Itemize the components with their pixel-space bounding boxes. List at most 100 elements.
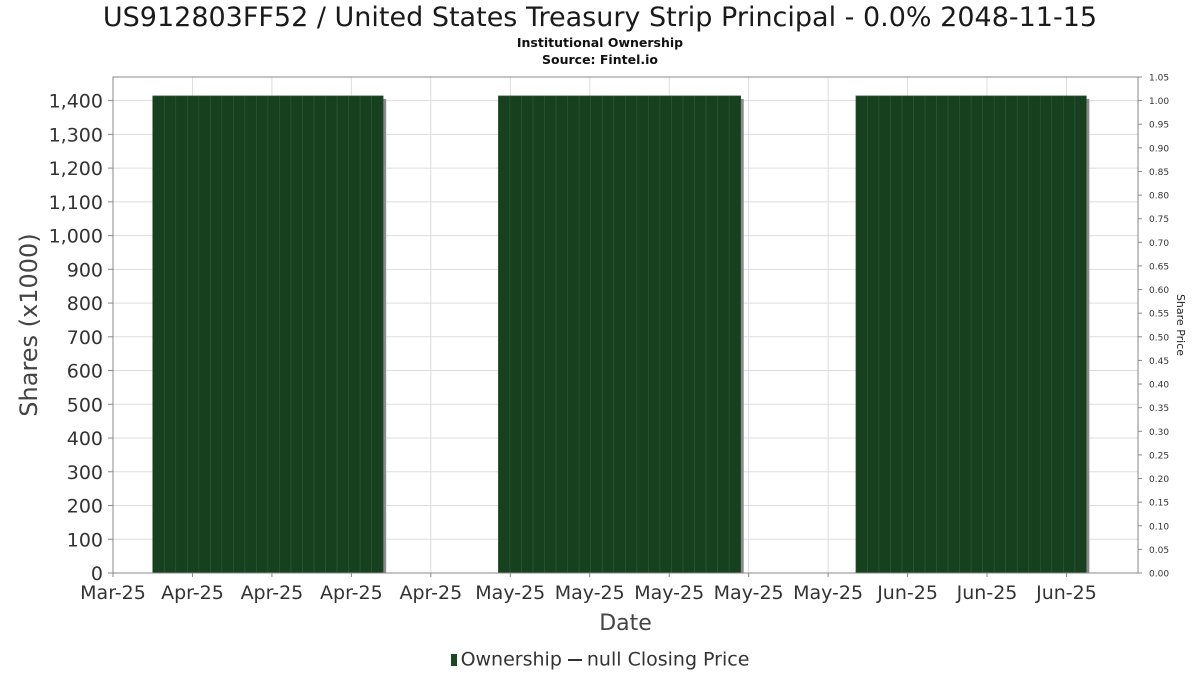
ownership-bar xyxy=(901,95,914,574)
chart-subtitle: Institutional Ownership xyxy=(516,35,684,50)
ownership-bar xyxy=(590,95,603,574)
ownership-bar xyxy=(936,95,949,574)
ownership-bar xyxy=(947,95,960,574)
y2-tick-label: 0.05 xyxy=(1149,546,1169,556)
y2-tick-label: 0.45 xyxy=(1149,357,1169,367)
y-tick-label: 200 xyxy=(67,496,103,518)
y2-tick-label: 0.15 xyxy=(1149,499,1169,509)
chart-source: Source: Fintel.io xyxy=(542,52,658,67)
ownership-bar xyxy=(982,95,995,574)
y2-tick-label: 0.90 xyxy=(1149,144,1169,154)
ownership-bar xyxy=(636,95,649,574)
ownership-bar xyxy=(694,95,707,574)
ownership-bar xyxy=(233,95,246,574)
x-tick-label: May-25 xyxy=(555,582,625,604)
y2-tick-label: 0.35 xyxy=(1149,404,1169,414)
ownership-bar xyxy=(1063,95,1076,574)
ownership-bar xyxy=(1039,95,1053,574)
ownership-bar xyxy=(878,95,891,574)
ownership-bar xyxy=(152,95,165,574)
x-tick-label: May-25 xyxy=(714,582,784,604)
ownership-bar xyxy=(290,95,303,574)
legend-ownership-label: Ownership xyxy=(460,648,562,671)
y-tick-label: 1,100 xyxy=(49,192,103,214)
ownership-bar xyxy=(198,95,211,574)
ownership-bar xyxy=(509,95,522,574)
ownership-bar xyxy=(313,95,326,574)
ownership-bar xyxy=(348,95,361,574)
ownership-bar xyxy=(210,95,223,574)
ownership-bar xyxy=(267,95,280,574)
ownership-bar xyxy=(959,95,972,574)
ownership-bar xyxy=(913,95,926,574)
y2-tick-label: 0.25 xyxy=(1149,451,1169,461)
y2-tick-label: 0.30 xyxy=(1149,428,1169,438)
ownership-bar xyxy=(371,95,384,574)
x-tick-label: Apr-25 xyxy=(241,582,304,604)
y2-tick-label: 0.60 xyxy=(1149,286,1169,296)
plot-border xyxy=(112,76,1139,574)
ownership-bar xyxy=(1028,95,1041,574)
chart-legend: Ownership null Closing Price xyxy=(0,648,1200,671)
ownership-bar xyxy=(279,95,292,574)
ownership-bar xyxy=(244,95,257,574)
ownership-bar xyxy=(521,95,534,574)
x-tick-label: Jun-25 xyxy=(1035,582,1097,604)
ownership-bar xyxy=(578,95,591,574)
ownership-legend-swatch xyxy=(450,653,457,666)
x-tick-label: Apr-25 xyxy=(161,582,224,604)
y-tick-label: 0 xyxy=(91,563,103,585)
y-tick-label: 400 xyxy=(67,428,103,450)
x-tick-label: May-25 xyxy=(793,582,863,604)
ownership-bar xyxy=(717,95,730,574)
ownership-bar xyxy=(601,95,615,574)
y-tick-label: 300 xyxy=(67,462,103,484)
legend-price-label: null Closing Price xyxy=(586,648,750,671)
y-tick-label: 1,400 xyxy=(49,91,103,113)
y-tick-label: 1,000 xyxy=(49,226,103,248)
ownership-bar xyxy=(567,95,580,574)
ownership-bar xyxy=(302,95,315,574)
y-tick-label: 600 xyxy=(67,361,103,383)
y-tick-label: 100 xyxy=(67,529,103,551)
y-tick-label: 1,300 xyxy=(49,124,103,146)
ownership-bar xyxy=(924,95,937,574)
y2-tick-label: 0.00 xyxy=(1149,570,1169,580)
ownership-bar xyxy=(867,95,880,574)
x-tick-label: Mar-25 xyxy=(80,582,146,604)
ownership-bar xyxy=(555,95,568,574)
y2-tick-label: 0.55 xyxy=(1149,310,1169,320)
ownership-bar xyxy=(1016,95,1030,574)
ownership-bar xyxy=(325,95,338,574)
x-tick-label: Apr-25 xyxy=(320,582,383,604)
y2-tick-label: 1.05 xyxy=(1149,74,1169,84)
ownership-bar xyxy=(532,95,545,574)
y2-tick-label: 1.00 xyxy=(1149,97,1169,107)
ownership-bar xyxy=(890,95,903,574)
y-tick-label: 900 xyxy=(67,259,103,281)
ownership-bar xyxy=(671,95,684,574)
ownership-bar xyxy=(1051,95,1064,574)
ownership-bar xyxy=(498,95,511,574)
y2-axis-title: Share Price xyxy=(1174,294,1187,356)
ownership-bar xyxy=(648,95,661,574)
ownership-bar xyxy=(682,95,695,574)
ownership-bar xyxy=(728,95,742,574)
ownership-bar xyxy=(256,95,269,574)
ownership-bar xyxy=(544,95,557,574)
ownership-bar xyxy=(613,95,626,574)
price-legend-line xyxy=(567,658,582,661)
y-tick-label: 800 xyxy=(67,293,103,315)
ownership-bar xyxy=(970,95,983,574)
y2-tick-label: 0.20 xyxy=(1149,475,1169,485)
x-tick-label: May-25 xyxy=(475,582,545,604)
x-tick-label: May-25 xyxy=(634,582,704,604)
y2-tick-label: 0.70 xyxy=(1149,239,1169,249)
ownership-bar xyxy=(705,95,718,574)
ownership-bar xyxy=(659,95,672,574)
ownership-bar xyxy=(359,95,372,574)
y-tick-label: 500 xyxy=(67,394,103,416)
y2-tick-label: 0.10 xyxy=(1149,522,1169,532)
ownership-bar xyxy=(186,95,200,574)
